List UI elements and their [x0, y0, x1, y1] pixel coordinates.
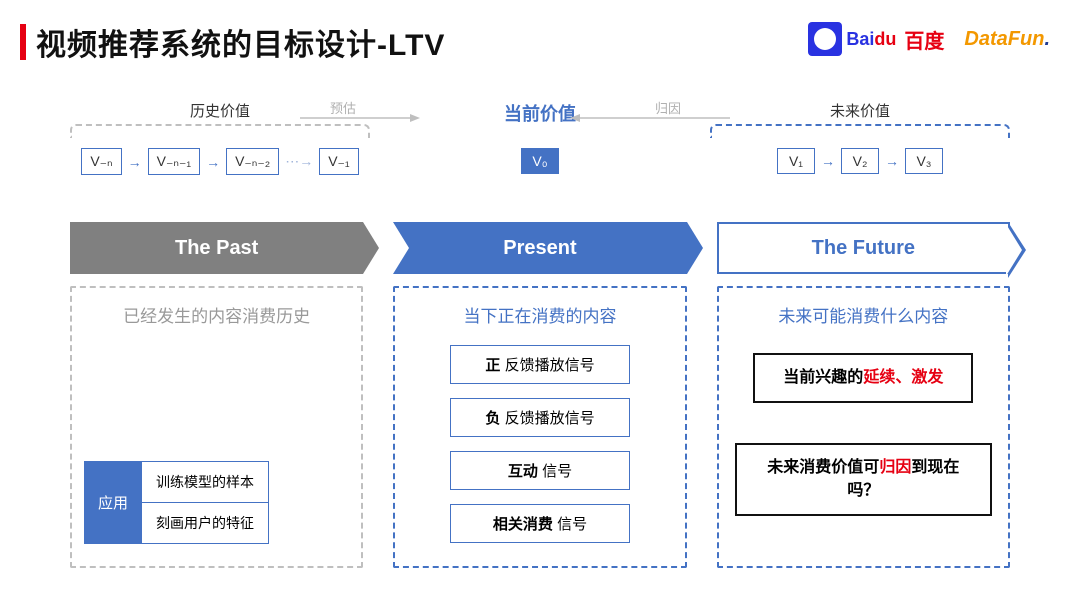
signal-list: 正 反馈播放信号 负 反馈播放信号 互动 信号 相关消费 信号 [411, 345, 668, 543]
datafun-logo: DataFun. [964, 28, 1050, 51]
baidu-logo: Baidu 百度 [808, 22, 944, 56]
v-node: V₁ [777, 148, 815, 174]
future-column: The Future 未来可能消费什么内容 当前兴趣的延续、激发 未来消费价值可… [717, 222, 1010, 568]
title-text: 视频推荐系统的目标设计-LTV [36, 20, 445, 64]
app-tag: 应用 [84, 461, 142, 544]
baidu-text-en: Baidu [846, 29, 896, 50]
arrow-icon: → [821, 153, 835, 169]
past-column: The Past 已经发生的内容消费历史 应用 训练模型的样本 刻画用户的特征 [70, 222, 363, 568]
v-node: V₋ₙ₋₁ [148, 148, 200, 175]
present-panel: 当下正在消费的内容 正 反馈播放信号 负 反馈播放信号 互动 信号 相关消费 信… [393, 286, 686, 568]
past-subtitle: 已经发生的内容消费历史 [88, 302, 345, 327]
app-boxes: 训练模型的样本 刻画用户的特征 [142, 461, 269, 544]
future-boxes: 当前兴趣的延续、激发 未来消费价值可归因到现在吗？ [735, 353, 992, 516]
past-application-block: 应用 训练模型的样本 刻画用户的特征 [84, 461, 269, 544]
past-header-text: The Past [175, 237, 258, 260]
past-header: The Past [70, 222, 363, 274]
arrow-attribution-icon [570, 112, 730, 124]
signal-item: 负 反馈播放信号 [450, 398, 630, 437]
past-nodes: V₋ₙ → V₋ₙ₋₁ → V₋ₙ₋₂ ⋯→ V₋₁ [60, 148, 380, 175]
future-subtitle: 未来可能消费什么内容 [735, 302, 992, 327]
value-timeline: 历史价值 V₋ₙ→ V₋ₙ₋₁→ V₋ₙ₋₂⋯→ V₋₁ 当前价值 V₀ 未来价… [60, 100, 1020, 200]
logo-area: Baidu 百度 DataFun. [808, 22, 1050, 56]
future-value-segment: 未来价值 V₁ → V₂ → V₃ [700, 100, 1020, 200]
future-nodes: V₁ → V₂ → V₃ [700, 148, 1020, 174]
v-node: V₋ₙ [81, 148, 121, 175]
present-nodes: V₀ [380, 148, 700, 174]
present-header-text: Present [503, 237, 576, 260]
present-subtitle: 当下正在消费的内容 [411, 302, 668, 327]
present-column: Present 当下正在消费的内容 正 反馈播放信号 负 反馈播放信号 互动 信… [393, 222, 686, 568]
future-box: 当前兴趣的延续、激发 [753, 353, 973, 403]
present-header: Present [393, 222, 686, 274]
future-box: 未来消费价值可归因到现在吗？ [735, 443, 992, 516]
arrow-estimate-icon [300, 112, 420, 124]
arrow-dashed-icon: ⋯→ [285, 153, 313, 170]
title-accent-bar [20, 24, 26, 60]
future-header-text: The Future [812, 237, 915, 260]
signal-item: 互动 信号 [450, 451, 630, 490]
slide-title: 视频推荐系统的目标设计-LTV [20, 20, 445, 64]
app-item: 刻画用户的特征 [142, 503, 269, 544]
future-header: The Future [717, 222, 1010, 274]
past-panel: 已经发生的内容消费历史 应用 训练模型的样本 刻画用户的特征 [70, 286, 363, 568]
past-bracket [70, 124, 370, 138]
signal-item: 相关消费 信号 [450, 504, 630, 543]
v-node: V₋ₙ₋₂ [226, 148, 279, 175]
app-item: 训练模型的样本 [142, 461, 269, 503]
arrow-icon: → [128, 154, 142, 170]
three-columns: The Past 已经发生的内容消费历史 应用 训练模型的样本 刻画用户的特征 … [70, 222, 1010, 568]
v-node: V₂ [841, 148, 879, 174]
future-panel: 未来可能消费什么内容 当前兴趣的延续、激发 未来消费价值可归因到现在吗？ [717, 286, 1010, 568]
future-bracket [710, 124, 1010, 138]
v-node: V₋₁ [319, 148, 358, 175]
arrow-icon: → [885, 153, 899, 169]
v-node-current: V₀ [521, 148, 559, 174]
baidu-text-cn: 百度 [904, 25, 944, 54]
signal-item: 正 反馈播放信号 [450, 345, 630, 384]
arrow-icon: → [206, 154, 220, 170]
baidu-paw-icon [808, 22, 842, 56]
future-value-label: 未来价值 [700, 100, 1020, 121]
v-node: V₃ [905, 148, 943, 174]
